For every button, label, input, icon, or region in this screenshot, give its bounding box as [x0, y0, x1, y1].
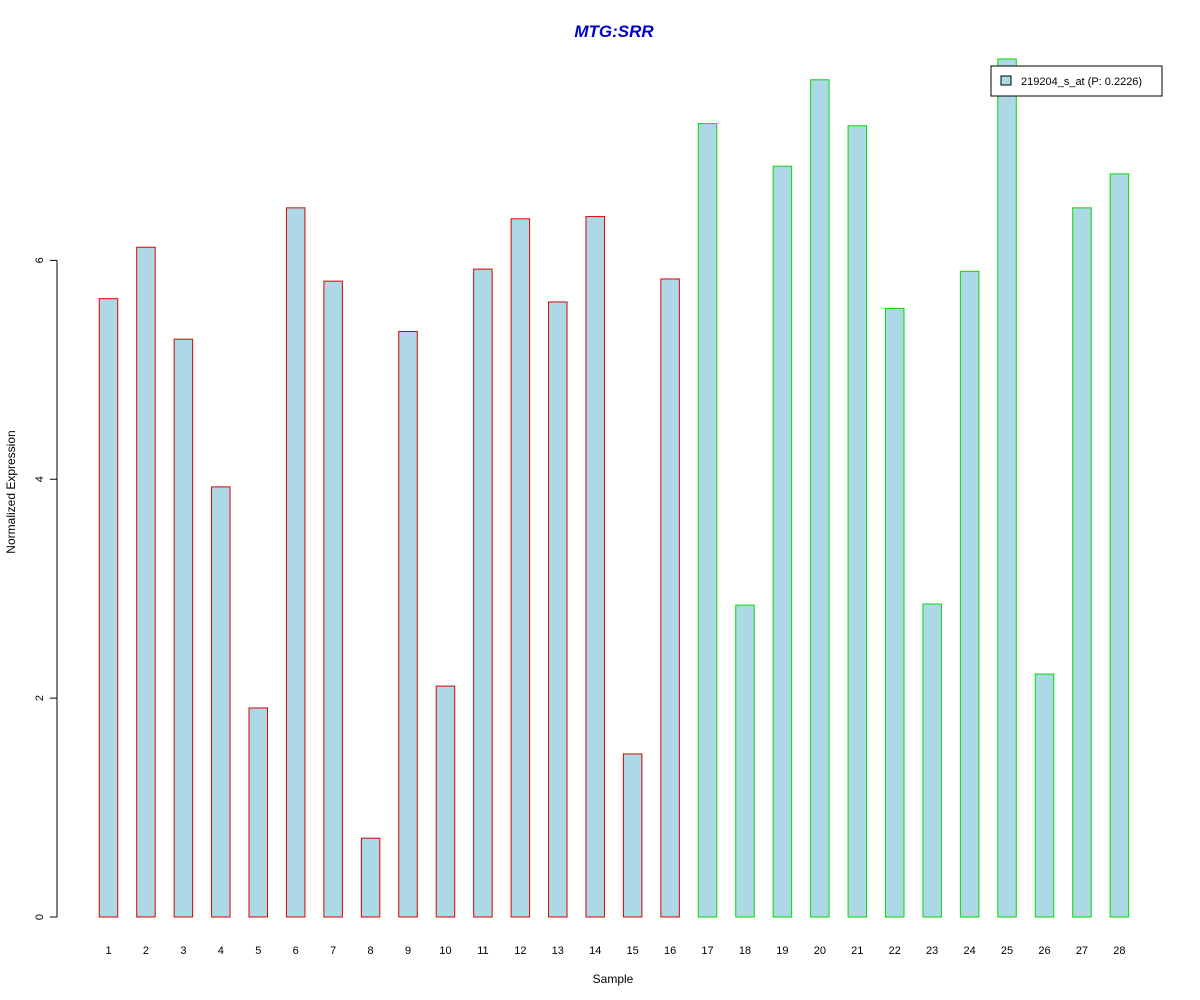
y-tick-label: 6	[34, 257, 46, 263]
bar	[323, 280, 343, 918]
x-tick-label: 25	[1001, 945, 1013, 957]
y-tick-label: 0	[34, 914, 46, 920]
bar	[847, 125, 868, 918]
bar	[697, 123, 718, 918]
bar	[922, 603, 942, 918]
bar	[473, 268, 493, 918]
bar	[510, 218, 531, 918]
x-tick-label: 1	[105, 945, 111, 957]
legend-label: 219204_s_at (P: 0.2226)	[1021, 76, 1142, 88]
x-tick-label: 16	[664, 945, 676, 957]
x-tick-label: 22	[889, 945, 901, 957]
bar	[622, 753, 643, 918]
x-tick-label: 10	[439, 945, 451, 957]
x-tick-label: 17	[701, 945, 713, 957]
x-tick-label: 6	[293, 945, 299, 957]
x-tick-label: 18	[739, 945, 751, 957]
legend: 219204_s_at (P: 0.2226)	[990, 65, 1163, 97]
x-tick-label: 21	[851, 945, 863, 957]
bar	[173, 338, 194, 918]
bar	[660, 278, 680, 918]
bar	[959, 270, 980, 918]
x-tick-label: 27	[1076, 945, 1088, 957]
y-axis-label: Normalized Expression	[4, 430, 18, 553]
bar	[772, 165, 793, 918]
bars	[98, 58, 1130, 918]
x-tick-label: 7	[330, 945, 336, 957]
bar	[435, 685, 456, 918]
bar	[248, 707, 269, 918]
x-tick-label: 12	[514, 945, 526, 957]
x-tick-labels: 1 2 3 4 5 6 7 8 9 10 11 12 13 14 15 16 17 18 19 20 21 22 23 24 2…	[105, 945, 1125, 957]
bar	[136, 246, 156, 918]
bar	[360, 837, 381, 918]
x-tick-label: 23	[926, 945, 938, 957]
x-tick-label: 5	[255, 945, 261, 957]
bar	[735, 604, 755, 918]
x-tick-label: 4	[218, 945, 224, 957]
bar	[398, 331, 418, 918]
y-tick-label: 4	[34, 476, 46, 482]
y-axis: 0 2 4 6	[34, 257, 58, 920]
x-tick-label: 3	[180, 945, 186, 957]
x-tick-label: 11	[477, 945, 488, 957]
bar	[1072, 207, 1092, 918]
bar	[1034, 673, 1055, 918]
chart-title: MTG:SRR	[574, 22, 654, 41]
x-tick-label: 8	[368, 945, 374, 957]
x-tick-label: 9	[405, 945, 411, 957]
x-tick-label: 14	[589, 945, 601, 957]
legend-box	[990, 65, 1163, 97]
bar	[1109, 173, 1130, 918]
x-tick-label: 28	[1113, 945, 1125, 957]
bar	[98, 298, 119, 918]
legend-swatch	[1000, 75, 1012, 86]
x-tick-label: 24	[963, 945, 975, 957]
x-tick-label: 2	[143, 945, 149, 957]
bar	[997, 58, 1017, 918]
bar	[548, 301, 568, 918]
x-tick-label: 26	[1038, 945, 1050, 957]
x-axis-label: Sample	[593, 972, 634, 986]
bar	[585, 216, 605, 918]
x-tick-label: 13	[552, 945, 564, 957]
x-tick-label: 19	[776, 945, 788, 957]
bar	[810, 79, 830, 918]
x-tick-label: 20	[814, 945, 826, 957]
bar	[285, 207, 306, 918]
y-tick-label: 2	[34, 695, 46, 701]
bar	[884, 308, 905, 918]
x-tick-label: 15	[627, 945, 639, 957]
bar	[211, 486, 231, 918]
